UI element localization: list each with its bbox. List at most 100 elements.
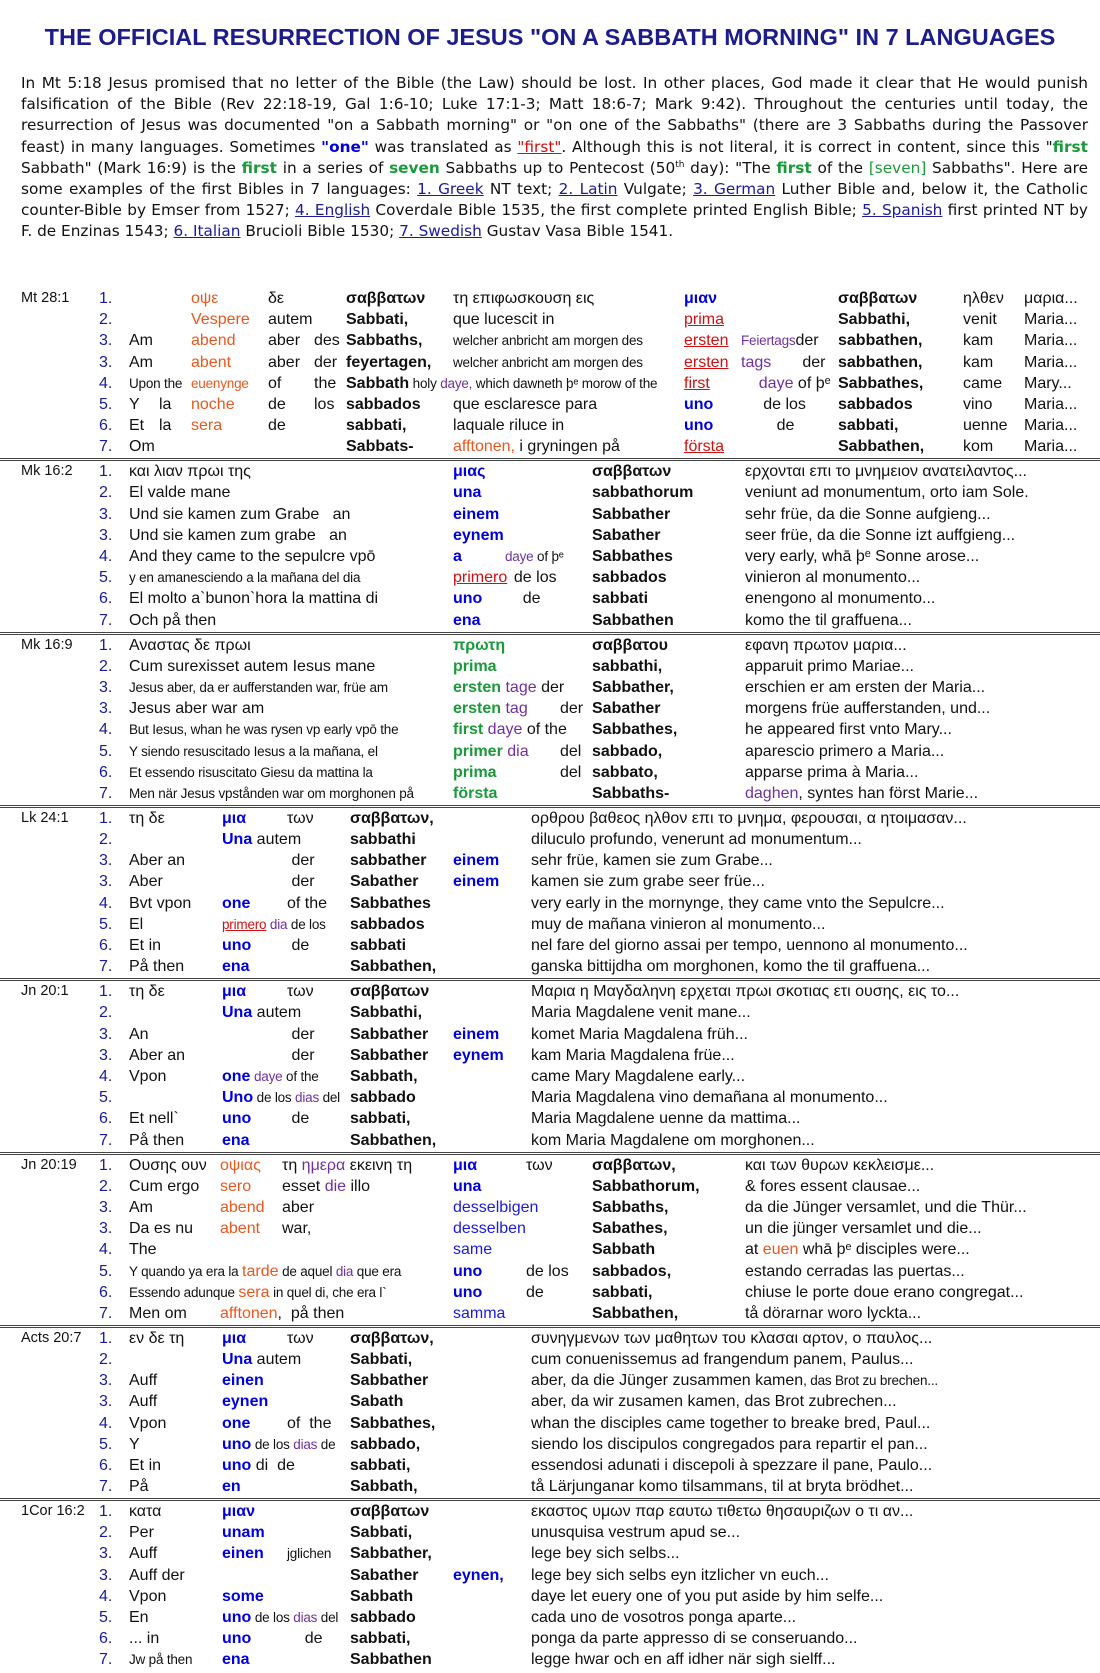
text-segment: sabbathorum <box>592 484 694 502</box>
text-segment: Μαρια η Μαγδαληνη ερχεται πρωι σκοτιας ε… <box>531 983 960 1001</box>
language-number: 6. <box>99 1628 112 1649</box>
language-link[interactable]: 6. Italian <box>173 222 241 241</box>
text-segment: 3. <box>99 873 113 891</box>
text-segment: 7. <box>99 1651 113 1669</box>
text-segment: one <box>222 1414 251 1432</box>
text-segment: first <box>684 374 710 392</box>
text-segment: of þᵉ <box>793 374 831 392</box>
language-number: 7. <box>99 1476 112 1497</box>
word-cell: da die Jünger versamlet, und die Thür... <box>745 1197 1027 1218</box>
word-cell: Sabbather <box>350 1045 428 1066</box>
word-cell: Auff der <box>129 1565 185 1586</box>
language-link[interactable]: 7. Swedish <box>399 222 482 241</box>
text-segment: Maria Magdalene uenne da mattima... <box>531 1110 801 1128</box>
verse-section: Mk 16:9 1. Αναστας δε πρωι πρωτη σαββατου εφα… <box>0 631 1100 807</box>
language-number: 2. <box>99 1349 112 1370</box>
word-cell: sabbati, <box>592 1282 652 1303</box>
word-cell: πρωτη <box>453 635 505 656</box>
text-segment: Sabbathes <box>592 548 673 566</box>
text-segment: seer früe, da die Sonne izt auffgieng... <box>745 526 1016 544</box>
word-cell: ... in <box>129 1628 159 1649</box>
translation-row: 4. The same Sabbath at euen whā þᵉ disciples… <box>0 1239 1100 1260</box>
text-segment: 1. <box>99 463 113 481</box>
language-link[interactable]: 1. Greek <box>417 180 484 199</box>
text-segment: eynem <box>453 1046 504 1064</box>
word-cell: welcher anbricht am morgen des <box>453 352 643 373</box>
translation-row: 3. Am abend aber desselbigen Sabbaths, da die … <box>0 1197 1100 1218</box>
text-segment: Mary... <box>1024 374 1072 392</box>
word-cell: Sabbathes, <box>838 373 923 394</box>
translation-row: 7. På then ena Sabbathen, ganska bittijdha o… <box>0 956 1100 977</box>
language-link[interactable]: 2. Latin <box>558 180 618 199</box>
text-segment: σαββατων, <box>350 809 434 827</box>
word-cell: sabbathi <box>350 829 416 850</box>
verse-section: Jn 20:19 1. Ουσης ουν οψιας τη ημερα εκεινη … <box>0 1151 1100 1327</box>
word-cell: Maria... <box>1024 394 1077 415</box>
language-link[interactable]: 5. Spanish <box>862 201 943 220</box>
word-cell: welcher anbricht am morgen des <box>453 330 643 351</box>
word-cell: ηλθεν <box>963 288 1004 309</box>
text-segment: 5. <box>99 915 113 933</box>
text-segment: sabbados <box>838 396 913 413</box>
word-cell: un die jünger versamlet und die... <box>745 1218 982 1239</box>
text-segment: muy de mañana vinieron al monumento... <box>531 915 826 933</box>
text-segment: Et in <box>129 937 162 955</box>
text-segment: Sabbaths- <box>592 784 670 802</box>
word-cell: Auff <box>129 1370 157 1391</box>
word-cell: war, <box>282 1218 311 1239</box>
text-segment: Men när Jesus vpstånden war om morghonen… <box>129 785 414 801</box>
text-segment: desselbigen <box>453 1198 539 1216</box>
text-segment: εν δε τη <box>129 1329 185 1347</box>
word-cell: Ουσης ουν <box>129 1155 207 1176</box>
text-segment: una <box>453 1177 482 1195</box>
text-segment: Sabbathen, <box>592 1304 679 1322</box>
text-segment: lege bey sich selbs eyn itzlicher vn euc… <box>531 1566 829 1584</box>
word-cell: ponga da parte appresso di se conseruand… <box>531 1628 857 1649</box>
text-segment: ersten <box>453 678 502 696</box>
text-segment: sabbati, <box>350 1456 411 1474</box>
text-segment: whā þᵉ disciples were... <box>798 1241 970 1259</box>
text-segment: th <box>675 159 685 170</box>
word-cell: Da es nu <box>129 1218 193 1239</box>
language-link[interactable]: 3. German <box>693 180 776 199</box>
text-segment: Aber an <box>129 1046 186 1064</box>
text-segment: οψε <box>191 290 219 307</box>
text-segment: de <box>317 1436 336 1452</box>
text-segment: μιαν <box>222 1503 255 1521</box>
word-cell: sabbathen, <box>838 352 922 373</box>
text-segment: Da es nu <box>129 1220 194 1238</box>
text-segment: dias <box>293 1610 318 1626</box>
translation-row: 7. På en Sabbath, tå Lärjunganar komo tilsam… <box>0 1476 1100 1497</box>
text-segment: 5. <box>99 1435 113 1453</box>
text-segment: ηλθεν <box>963 290 1004 307</box>
text-segment: unusquisa vestrum apud se... <box>531 1524 741 1542</box>
text-segment: prima <box>453 763 497 781</box>
word-cell: einem <box>453 850 499 871</box>
text-segment: prima <box>684 311 725 329</box>
text-segment: Men om <box>129 1304 187 1322</box>
word-cell: första <box>453 783 497 804</box>
word-cell: sabbados <box>346 394 421 415</box>
text-segment: sehr früe, da die Sonne aufgieng... <box>745 505 991 523</box>
text-segment: erschien er am ersten der Maria... <box>745 678 986 696</box>
word-cell: a <box>453 546 462 567</box>
text-segment: The <box>129 1241 157 1259</box>
text-segment: Gustav Vasa Bible 1541. <box>481 222 674 241</box>
language-number: 2. <box>99 829 112 850</box>
language-number: 1. <box>99 635 112 656</box>
text-segment: ena <box>222 1131 250 1149</box>
language-link[interactable]: 4. English <box>295 201 371 220</box>
text-segment: tage <box>501 678 537 696</box>
word-cell: En <box>129 1607 149 1628</box>
word-cell: μιαν <box>684 288 717 309</box>
text-segment: sabbado <box>350 1609 416 1627</box>
word-cell: Om <box>129 436 155 457</box>
translation-row: 3. Am abent aber der feyertagen, welcher anbri… <box>0 352 1100 373</box>
text-segment: εφανη πρωτον μαρια... <box>745 636 907 654</box>
text-segment: sabbathen, <box>838 332 923 350</box>
text-segment: Am <box>129 1198 153 1216</box>
word-cell: Maria Magdalene venit mane... <box>531 1002 751 1023</box>
word-cell: nel fare del giorno assai per tempo, uen… <box>531 935 968 956</box>
translation-row: 7. Men om afftonen, på then samma Sabbathen,… <box>0 1303 1100 1324</box>
text-segment: un die jünger versamlet und die... <box>745 1220 982 1238</box>
